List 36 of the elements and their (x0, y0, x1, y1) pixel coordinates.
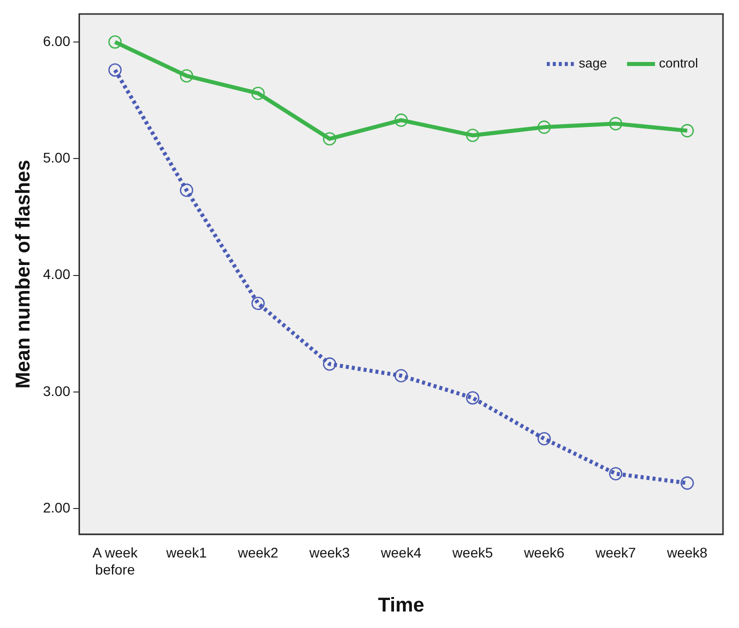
point (538, 120, 551, 134)
legend-label: control (658, 56, 698, 71)
y-tick-label: 3.00 (43, 382, 70, 399)
x-tick-label: week2 (236, 544, 279, 561)
x-tick-label: week6 (522, 544, 565, 561)
legend-label: sage (578, 56, 607, 71)
x-tick-label: A week before (92, 544, 139, 578)
point (251, 296, 265, 310)
y-tick-label: 6.00 (43, 32, 70, 49)
point (251, 86, 265, 100)
point (609, 467, 622, 480)
y-tick-label: 4.00 (43, 266, 70, 282)
x-tick-label: week5 (451, 544, 494, 561)
point (322, 357, 336, 371)
y-tick-label: 5.00 (43, 150, 70, 166)
point (394, 114, 408, 127)
x-tick-label: week7 (594, 544, 636, 561)
x-tick-label: week4 (380, 544, 422, 561)
point (680, 476, 694, 490)
point (322, 132, 336, 146)
point (394, 369, 408, 382)
y-tick-label: 2.00 (43, 500, 70, 516)
point (609, 117, 622, 130)
point (466, 128, 480, 142)
x-tick-label: week8 (666, 544, 708, 561)
point (108, 63, 122, 77)
point (466, 391, 480, 405)
point (680, 124, 694, 138)
x-tick-label: week3 (308, 544, 350, 561)
x-tick-label: week1 (165, 544, 207, 561)
point (180, 69, 194, 82)
x-axis-title: Time (378, 594, 424, 617)
y-axis-title: Mean number of flashes (12, 160, 35, 389)
point (180, 184, 194, 197)
point (538, 432, 551, 446)
point (108, 35, 122, 49)
